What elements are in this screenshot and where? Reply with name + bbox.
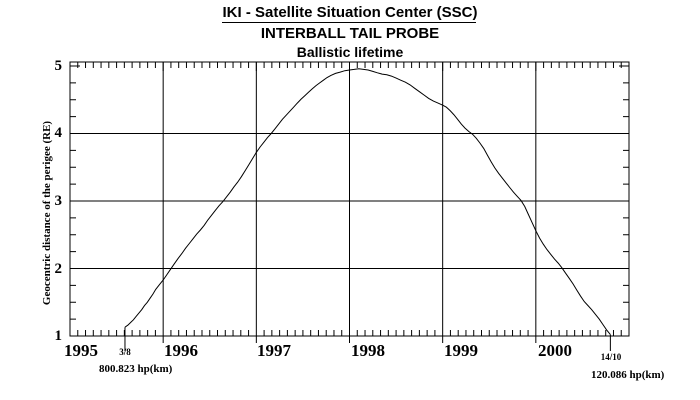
suptitle-underline [222, 22, 476, 23]
y-tick-label: 2 [54, 261, 63, 277]
chart-suptitle: IKI - Satellite Situation Center (SSC) [222, 4, 478, 21]
x-tick-label: 1996 [164, 341, 198, 360]
y-tick-label: 3 [54, 193, 63, 209]
chart-title: Ballistic lifetime [296, 44, 404, 60]
x-tick-label: 1998 [351, 341, 385, 360]
end-perigee-annotation: 120.086 hp(km) [591, 369, 665, 381]
start-perigee-annotation: 800.823 hp(km) [99, 363, 173, 375]
end-date-annotation: 14/10 [600, 352, 622, 362]
y-tick-label: 1 [54, 328, 63, 344]
start-date-annotation: 3/8 [119, 347, 131, 357]
y-tick-label: 4 [54, 125, 63, 141]
x-tick-label: 2000 [538, 341, 572, 360]
chart-subtitle: INTERBALL TAIL PROBE [260, 25, 440, 42]
data-curve [124, 68, 611, 335]
x-tick-label: 1999 [444, 341, 478, 360]
y-tick-label: 5 [54, 58, 63, 74]
x-tick-label: 1997 [257, 341, 291, 360]
x-tick-label: 1995 [64, 341, 98, 360]
